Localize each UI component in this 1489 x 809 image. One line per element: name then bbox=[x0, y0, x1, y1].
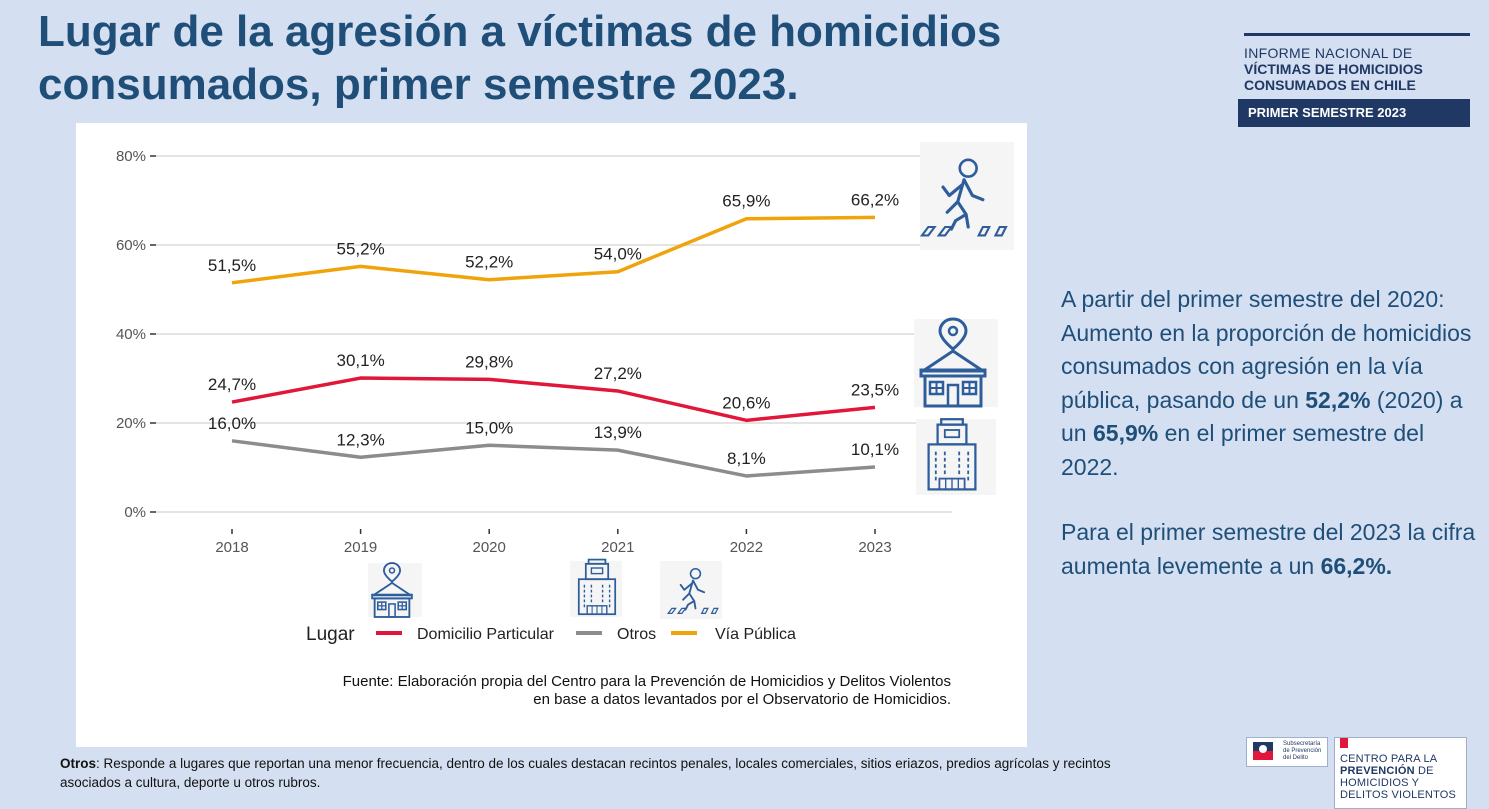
y-tick-label: 60% bbox=[116, 237, 146, 254]
report-line-2: VÍCTIMAS DE HOMICIDIOS bbox=[1244, 61, 1423, 77]
commentary-text: (2020) a un bbox=[1061, 386, 1463, 447]
coat-of-arms-icon bbox=[1253, 742, 1273, 760]
x-tick-label: 2018 bbox=[215, 539, 248, 556]
data-label: 20,6% bbox=[722, 393, 770, 412]
commentary-paragraph-1: A partir del primer semestre del 2020: A… bbox=[1061, 283, 1476, 484]
chart-card: 0% 20% 40% 60% 80% 24,7% 30,1% 29,8% 27,2% 20,6%… bbox=[76, 123, 1027, 747]
report-rule bbox=[1244, 33, 1470, 36]
data-label: 54,0% bbox=[594, 245, 642, 264]
data-label: 16,0% bbox=[208, 414, 256, 433]
highlight-value-2020: 52,2% bbox=[1305, 386, 1371, 413]
subsecretaria-line-2: de Prevención bbox=[1283, 748, 1322, 754]
data-label: 30,1% bbox=[336, 351, 384, 370]
footnote: Otros: Responde a lugares que reportan u… bbox=[60, 754, 1140, 792]
centro-line-2-bold: PREVENCIÓN bbox=[1340, 765, 1415, 777]
centro-line-3: HOMICIDIOS Y bbox=[1340, 777, 1420, 789]
subsecretaria-line-3: del Delito bbox=[1283, 755, 1309, 761]
data-label: 23,5% bbox=[851, 380, 899, 399]
centro-flag-icon bbox=[1340, 738, 1348, 748]
side-commentary: A partir del primer semestre del 2020: A… bbox=[1061, 283, 1476, 615]
commentary-paragraph-2: Para el primer semestre del 2023 la cifr… bbox=[1061, 516, 1476, 583]
legend-label-otros: Otros bbox=[617, 626, 656, 643]
x-tick-label: 2020 bbox=[473, 539, 506, 556]
data-label: 52,2% bbox=[465, 253, 513, 272]
centro-line-4: DELITOS VIOLENTOS bbox=[1340, 789, 1457, 801]
x-tick-label: 2021 bbox=[601, 539, 634, 556]
y-tick-label: 80% bbox=[116, 148, 146, 165]
data-label: 51,5% bbox=[208, 256, 256, 275]
page-title: Lugar de la agresión a víctimas de homic… bbox=[38, 7, 1002, 109]
report-line-1: INFORME NACIONAL DE bbox=[1244, 45, 1413, 61]
series-line-domicilio-particular bbox=[231, 376, 876, 423]
data-label: 65,9% bbox=[722, 192, 770, 211]
y-tick-label: 40% bbox=[116, 326, 146, 343]
data-label: 55,2% bbox=[336, 239, 384, 258]
centro-logo: CENTRO PARA LA PREVENCIÓN DE HOMICIDIOS … bbox=[1334, 737, 1467, 809]
x-tick-label: 2022 bbox=[730, 539, 763, 556]
centro-line-2-rest: DE bbox=[1414, 765, 1434, 777]
data-label: 66,2% bbox=[851, 190, 899, 209]
y-tick-label: 20% bbox=[116, 415, 146, 432]
report-header-box: INFORME NACIONAL DE VÍCTIMAS DE HOMICIDI… bbox=[1238, 33, 1470, 127]
legend-label-domicilio: Domicilio Particular bbox=[417, 626, 555, 643]
centro-text: CENTRO PARA LA PREVENCIÓN DE HOMICIDIOS … bbox=[1340, 753, 1456, 801]
y-tick-label: 0% bbox=[124, 504, 146, 521]
walker-icon-bg bbox=[920, 142, 1014, 250]
subsecretaria-logo: Subsecretaría de Prevención del Delito bbox=[1246, 737, 1328, 767]
series-line-otros bbox=[231, 439, 876, 478]
data-label: 13,9% bbox=[594, 423, 642, 442]
legend-title: Lugar bbox=[306, 624, 355, 645]
x-tick-label: 2023 bbox=[858, 539, 891, 556]
subsecretaria-text: Subsecretaría de Prevención del Delito bbox=[1283, 741, 1325, 762]
centro-line-2: PREVENCIÓN DE bbox=[1340, 765, 1456, 777]
highlight-value-2023: 66,2%. bbox=[1320, 552, 1393, 579]
series-line-v-a-p-blica bbox=[231, 215, 876, 285]
source-line-2: en base a datos levantados por el Observ… bbox=[533, 691, 951, 708]
legend-building-icon-bg bbox=[570, 561, 622, 617]
data-label: 10,1% bbox=[851, 440, 899, 459]
data-label: 29,8% bbox=[465, 352, 513, 371]
data-label: 8,1% bbox=[727, 449, 766, 468]
commentary-text: A partir del primer semestre del 2020: A… bbox=[1061, 286, 1472, 413]
data-label: 24,7% bbox=[208, 375, 256, 394]
data-label: 27,2% bbox=[594, 364, 642, 383]
data-label: 15,0% bbox=[465, 418, 513, 437]
report-badge: PRIMER SEMESTRE 2023 bbox=[1238, 99, 1470, 127]
legend-label-via-publica: Vía Pública bbox=[715, 626, 796, 643]
x-tick-label: 2019 bbox=[344, 539, 377, 556]
highlight-value-2022: 65,9% bbox=[1092, 420, 1159, 446]
institution-logos: Subsecretaría de Prevención del Delito C… bbox=[1246, 737, 1468, 809]
centro-line-1: CENTRO PARA LA bbox=[1340, 753, 1438, 765]
report-line-3: CONSUMADOS EN CHILE bbox=[1244, 77, 1416, 93]
source-line-1: Fuente: Elaboración propia del Centro pa… bbox=[343, 673, 951, 690]
footnote-text: : Responde a lugares que reportan una me… bbox=[60, 756, 1111, 790]
commentary-text: Para el primer semestre del 2023 la cifr… bbox=[1061, 519, 1476, 579]
subsecretaria-line-1: Subsecretaría bbox=[1283, 741, 1321, 747]
line-chart: 0% 20% 40% 60% 80% 24,7% 30,1% 29,8% 27,2% 20,6%… bbox=[116, 142, 1014, 708]
footnote-label: Otros bbox=[60, 756, 97, 771]
data-label: 12,3% bbox=[336, 430, 384, 449]
commentary-text: en el primer semestre del 2022. bbox=[1061, 420, 1425, 480]
